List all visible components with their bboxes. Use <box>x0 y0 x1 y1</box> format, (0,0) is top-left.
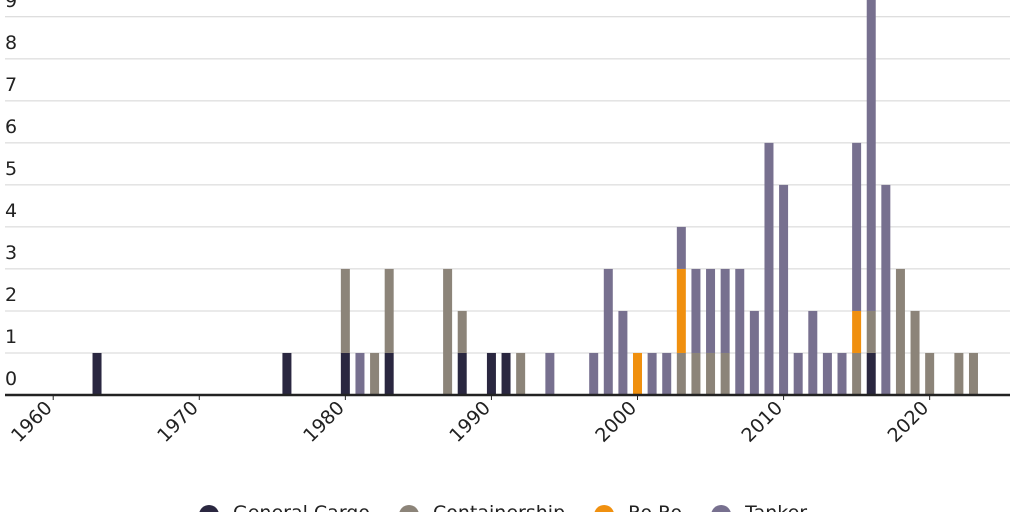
y-tick-label: 6 <box>5 116 17 138</box>
bar-segment <box>954 352 964 395</box>
bar-segment <box>866 310 876 353</box>
bar-segment <box>895 268 905 395</box>
legend-marker <box>594 505 614 512</box>
legend-marker <box>399 505 419 512</box>
bar-segment <box>852 310 862 353</box>
bar-segment <box>384 268 394 353</box>
bar-segment <box>457 310 467 353</box>
bar-segment <box>866 0 876 311</box>
bar-segment <box>910 310 920 395</box>
bar-segment <box>647 352 657 395</box>
bar-segment <box>486 352 496 395</box>
bar-segment <box>676 226 686 269</box>
bar-segment <box>589 352 599 395</box>
bar-segment <box>443 268 453 395</box>
bar-segment <box>793 352 803 395</box>
legend-label: General Cargo <box>233 502 370 512</box>
bar-segment <box>340 268 350 353</box>
legend-label: Containership <box>433 502 565 512</box>
bar-segment <box>691 268 701 353</box>
bar-segment <box>355 352 365 395</box>
bar-segment <box>808 310 818 395</box>
bar-segment <box>968 352 978 395</box>
bar-segment <box>603 268 613 395</box>
grid <box>5 16 1010 396</box>
bar-segment <box>735 268 745 395</box>
legend: General Cargo Containership Ro Ro Tanker <box>199 502 807 512</box>
bar-segment <box>370 352 380 395</box>
y-tick-label: 7 <box>5 74 17 96</box>
y-tick-label: 3 <box>5 242 17 264</box>
bar-segment <box>691 352 701 395</box>
y-tick-label: 0 <box>5 368 17 390</box>
x-tick-label: 2020 <box>883 397 933 447</box>
x-tick-label: 2000 <box>591 397 641 447</box>
bar-segment <box>516 352 526 395</box>
bar-segment <box>706 268 716 353</box>
y-tick-label: 4 <box>5 200 17 222</box>
x-tick-label: 1960 <box>7 397 57 447</box>
bar-segment <box>764 142 774 395</box>
bar-segment <box>457 352 467 395</box>
y-tick-label: 9 <box>5 0 17 12</box>
legend-label: Tanker <box>744 502 807 512</box>
bar-segment <box>852 142 862 311</box>
bar-segment <box>706 352 716 395</box>
bar-segment <box>749 310 759 395</box>
x-tick-label: 2010 <box>737 397 787 447</box>
bars <box>92 0 978 395</box>
bar-segment <box>720 268 730 353</box>
bar-segment <box>822 352 832 395</box>
bar-segment <box>501 352 511 395</box>
x-tick-label: 1970 <box>153 397 203 447</box>
bar-segment <box>633 352 643 395</box>
bar-segment <box>384 352 394 395</box>
y-tick-label: 8 <box>5 32 17 54</box>
bar-segment <box>925 352 935 395</box>
y-tick-label: 1 <box>5 326 17 348</box>
bar-segment <box>340 352 350 395</box>
bar-segment <box>618 310 628 395</box>
bar-segment <box>676 268 686 353</box>
bar-segment <box>662 352 672 395</box>
y-tick-label: 2 <box>5 284 17 306</box>
bar-segment <box>545 352 555 395</box>
bar-segment <box>779 184 789 395</box>
bar-segment <box>881 184 891 395</box>
y-tick-label: 5 <box>5 158 17 180</box>
bar-segment <box>282 352 292 395</box>
x-tick-label: 1980 <box>299 397 349 447</box>
x-tick-label: 1990 <box>445 397 495 447</box>
bar-segment <box>92 352 102 395</box>
bar-segment <box>852 352 862 395</box>
bar-segment <box>837 352 847 395</box>
legend-label: Ro Ro <box>628 502 682 512</box>
bar-segment <box>866 352 876 395</box>
bar-segment <box>676 352 686 395</box>
legend-marker <box>199 505 219 512</box>
legend-marker <box>711 505 731 512</box>
bar-segment <box>720 352 730 395</box>
